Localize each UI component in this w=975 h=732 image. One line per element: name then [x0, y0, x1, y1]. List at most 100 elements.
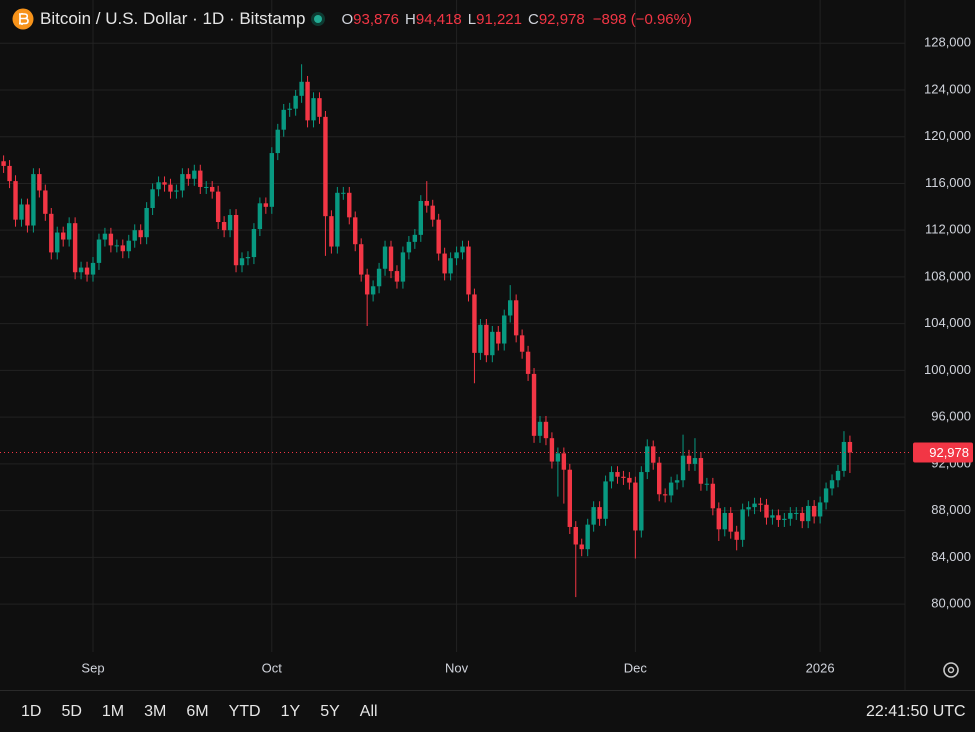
candle-body: [269, 153, 274, 207]
candle-body: [84, 267, 90, 275]
candle-body: [674, 480, 680, 483]
candle-body: [770, 515, 775, 518]
candle-body: [698, 458, 704, 484]
candle-body: [680, 455, 686, 481]
x-tick-label: Oct: [262, 660, 283, 675]
candle-body: [394, 271, 400, 282]
candle-body: [472, 294, 477, 353]
candle-body: [782, 518, 787, 520]
ohlc-legend: O93,876 H94,418 L91,221 C92,978: [335, 11, 584, 28]
x-tick-label: Sep: [81, 660, 104, 675]
y-tick-label: 116,000: [925, 175, 971, 190]
candle-body: [25, 204, 30, 226]
candle-body: [353, 217, 358, 245]
candle-body: [210, 186, 215, 192]
range-button[interactable]: All: [359, 703, 378, 720]
candle-body: [78, 267, 84, 273]
candle-body: [19, 204, 24, 220]
gear-hub: [947, 666, 955, 674]
candle-body: [847, 441, 853, 453]
candle-body: [323, 116, 328, 217]
candle-body: [591, 507, 596, 525]
ohlc-value: 93,876: [353, 10, 400, 28]
candle-body: [829, 480, 835, 489]
candle-body: [180, 174, 185, 191]
candle-body: [466, 246, 471, 295]
header: Bitcoin / U.S. Dollar · 1D · Bitstamp O9…: [12, 7, 692, 31]
candle-body: [657, 462, 662, 495]
y-tick-label: 112,000: [925, 222, 971, 237]
candle-body: [424, 200, 429, 206]
candle-body: [484, 324, 489, 356]
candle-body: [49, 213, 54, 253]
range-button[interactable]: YTD: [228, 703, 261, 720]
ohlc-key: O: [341, 10, 354, 28]
candle-body: [168, 184, 173, 192]
price-label: 92,978: [929, 445, 969, 460]
candle-body: [138, 230, 143, 238]
range-button[interactable]: 6M: [186, 703, 209, 720]
candle-body: [513, 300, 519, 336]
candle-body: [31, 174, 36, 226]
candle-body: [376, 268, 382, 287]
candle-body: [764, 504, 769, 518]
candle-body: [275, 129, 280, 154]
range-button[interactable]: 5D: [61, 703, 82, 720]
range-button[interactable]: 1Y: [280, 703, 301, 720]
y-tick-label: 96,000: [931, 409, 971, 424]
toolbar: 1D 5D 1M 3M 6M YTD 1Y 5Y All 22:41:50 UTC: [0, 690, 975, 732]
candle-body: [114, 245, 120, 247]
candle-body: [752, 503, 757, 508]
candle-body: [96, 239, 102, 263]
candle-body: [823, 488, 829, 503]
candle-body: [72, 223, 78, 273]
candle-body: [531, 373, 537, 436]
candle-body: [543, 421, 549, 439]
chart: 80,00084,00088,00092,00096,000100,000104…: [0, 0, 973, 690]
candle-body: [335, 192, 340, 247]
candle-body: [7, 165, 12, 182]
ohlc-key: C: [528, 10, 539, 28]
candle-body: [43, 190, 48, 214]
range-button[interactable]: 3M: [144, 703, 167, 720]
x-tick-label: Nov: [445, 660, 469, 675]
candle-body: [204, 186, 209, 188]
candle-body: [150, 189, 155, 208]
candle-body: [788, 512, 793, 519]
candle-body: [639, 472, 644, 531]
candle-body: [90, 262, 96, 275]
candle-body: [305, 81, 310, 121]
candle-body: [704, 483, 710, 485]
candle-body: [257, 203, 263, 230]
candle-body: [603, 481, 608, 519]
candle-body: [436, 219, 441, 254]
candle-body: [633, 482, 638, 531]
candle-body: [251, 229, 257, 258]
x-tick-label: 2026: [806, 660, 835, 675]
range-button[interactable]: 1M: [101, 703, 125, 720]
candle-body: [61, 232, 66, 240]
range-button[interactable]: 5Y: [320, 703, 340, 720]
candle-body: [293, 95, 298, 109]
candle-body: [162, 182, 167, 185]
candle-body: [418, 200, 423, 235]
ohlc-value: 92,978: [538, 10, 585, 28]
candle-body: [722, 512, 727, 530]
candle-body: [412, 234, 418, 242]
candle-body: [359, 244, 364, 275]
candle-body: [448, 258, 453, 274]
candle-body: [651, 446, 656, 463]
candle-body: [573, 526, 578, 545]
candle-body: [549, 438, 555, 462]
candle-body: [519, 335, 525, 352]
candle-body: [227, 214, 233, 231]
ohlc-key: H: [405, 10, 416, 28]
candle-body: [1, 161, 6, 166]
range-button[interactable]: 1D: [21, 703, 42, 720]
candle-body: [156, 182, 161, 190]
x-tick-label: Dec: [624, 660, 648, 675]
settings-icon[interactable]: [943, 662, 959, 678]
y-tick-label: 128,000: [924, 35, 971, 50]
candle-body: [144, 207, 149, 238]
